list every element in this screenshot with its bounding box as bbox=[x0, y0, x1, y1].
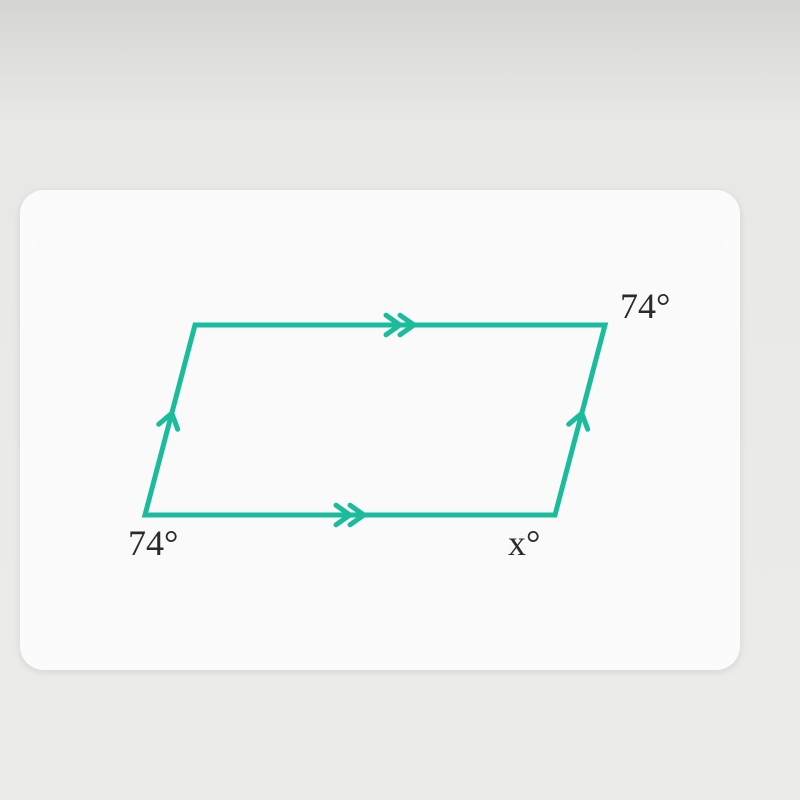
parallel-marks-group bbox=[159, 315, 588, 525]
parallelogram-diagram: 74° 74° x° bbox=[20, 210, 740, 650]
angle-label-bottom-right: x° bbox=[508, 523, 540, 563]
diagram-card: 74° 74° x° bbox=[20, 190, 740, 670]
parallelogram-shape bbox=[145, 325, 605, 515]
angle-label-bottom-left: 74° bbox=[128, 523, 178, 563]
angle-label-top-right: 74° bbox=[620, 286, 670, 326]
